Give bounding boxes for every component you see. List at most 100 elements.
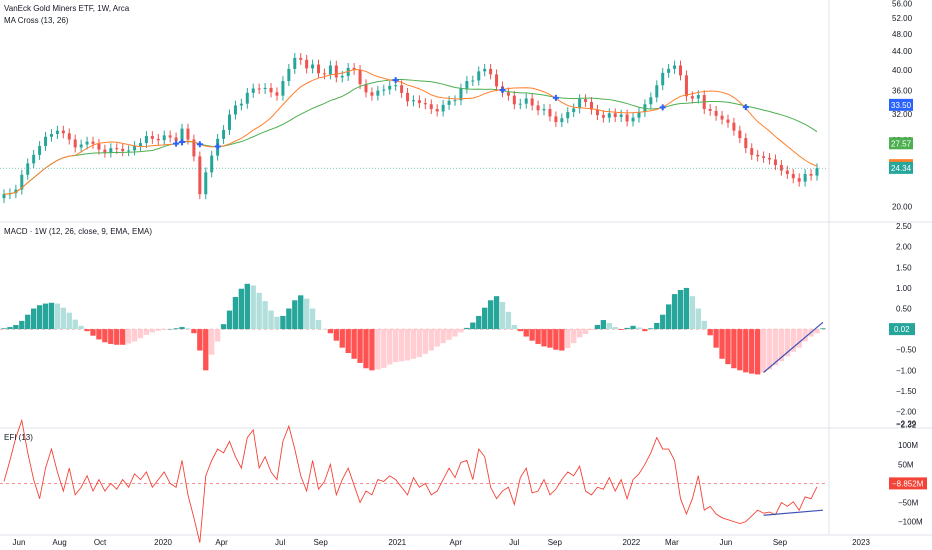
candle [228,114,232,130]
candle [168,135,172,138]
candle [750,148,754,155]
candle [542,109,546,111]
macd-histogram-bar [541,329,547,347]
macd-histogram-bar [392,329,399,363]
candle [495,74,499,87]
efi-divergence-line [763,509,823,516]
candle [429,104,433,110]
macd-histogram-bar [553,329,559,350]
macd-axis-tick: −2.29 [896,419,917,428]
candle [530,98,534,106]
macd-histogram-bar [173,328,179,330]
candle [388,85,392,90]
candle [661,72,665,86]
time-axis-tick: 2021 [388,538,406,547]
macd-histogram-bar [582,329,589,335]
candle [251,88,255,93]
time-axis-tick: 2023 [852,538,870,547]
macd-histogram-bar [167,329,173,330]
ma-cross-marker [196,141,203,148]
macd-histogram-bar [90,329,96,336]
ma-cross-marker [179,138,186,145]
macd-histogram-bar [642,329,648,332]
efi-line [3,418,818,543]
candle [109,148,113,153]
macd-histogram-bar [309,308,316,330]
efi-last-badge [889,477,927,490]
macd-histogram-bar [54,303,61,330]
macd-histogram-bar [19,320,25,330]
macd-histogram-bar [203,329,209,371]
price-mark-label: 24.34 [891,164,912,173]
macd-histogram-bar [648,328,654,330]
macd-histogram-bar [232,296,239,330]
candle [352,67,356,70]
macd-histogram-bar [594,325,601,330]
ma-cross-marker [214,143,221,150]
candle [744,138,748,149]
macd-histogram-bar [321,329,328,330]
macd-histogram-bar [125,329,132,344]
candle [144,136,148,144]
candle [20,174,24,190]
macd-histogram-bar [588,329,595,330]
macd-histogram-bar [606,322,612,330]
candle [245,92,249,104]
price-mark-label: 33.50 [891,101,912,110]
macd-histogram-bar [778,329,785,362]
macd-histogram-bar [315,320,322,330]
macd-histogram-bar [416,329,423,358]
macd-histogram-bar [559,329,565,351]
macd-histogram-bar [470,322,476,330]
macd-histogram-bar [280,315,286,330]
time-axis-tick: 2020 [154,538,172,547]
price-axis-tick: 52.00 [892,14,913,23]
macd-histogram-bar [665,304,672,330]
candle [815,168,819,176]
macd-histogram-bar [517,329,523,332]
candle [447,100,451,105]
macd-histogram-bar [179,327,185,330]
macd-histogram-bar [357,329,363,363]
candle [756,154,760,157]
macd-histogram-bar [298,295,304,330]
candle [696,95,700,99]
candle [453,100,457,102]
macd-axis-tick: −1.00 [896,366,917,375]
candle [293,57,297,69]
macd-axis-tick: −2.00 [896,408,917,417]
candle [358,69,362,85]
macd-histogram-bar [137,329,144,339]
macd-histogram-bar [31,308,37,330]
macd-histogram-bar [630,325,636,330]
candle [97,143,101,150]
candle [334,65,338,78]
macd-histogram-bar [618,329,624,330]
price-mark-badge [889,98,913,111]
candle [649,97,653,105]
candle [459,88,463,101]
candle [328,65,332,75]
price-axis-tick: 48.00 [892,30,913,39]
candle [281,81,285,96]
macd-histogram-bar [820,328,826,330]
efi-last-label: −8.852M [892,479,924,488]
macd-histogram-bar [636,327,642,330]
candle [322,73,326,75]
candle [121,148,125,152]
candle [364,84,368,93]
efi-axis-tick: −100M [898,518,923,527]
macd-histogram-bar [571,329,577,344]
candle [726,119,730,123]
candle [55,130,59,134]
macd-histogram-bar [434,329,440,347]
candle [465,81,469,89]
candle [625,114,629,122]
candle [150,136,154,139]
macd-axis-tick: −2.32 [896,421,917,430]
macd-histogram-bar [701,320,707,330]
candle [566,112,570,119]
candle [239,103,243,106]
macd-histogram-bar [671,294,678,330]
